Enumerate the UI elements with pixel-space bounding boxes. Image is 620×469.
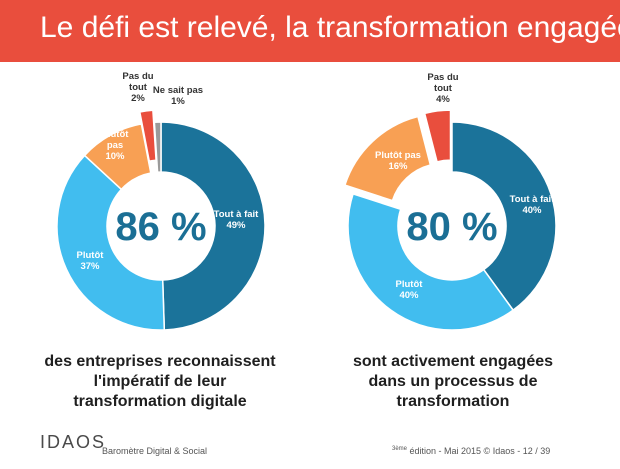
- donut-1-slice-pas-du-tout: [138, 109, 157, 162]
- donut-1-slice-ne-sait-pas: [153, 121, 162, 173]
- caption-right-line-1: sont activement engagées: [352, 353, 554, 370]
- caption-right-line-3: transformation: [396, 393, 510, 410]
- donut-1-label-tout-a-fait: Tout à fait 49%: [214, 209, 260, 231]
- donut-1-label-pas-du-tout: Pas du tout 2%: [122, 71, 153, 104]
- caption-right: sont activement engagées dans un process…: [318, 352, 588, 412]
- donut-2-label-tout-a-fait: Tout à fait 40%: [510, 194, 556, 216]
- donut-1-slice-plutot: [56, 154, 166, 331]
- caption-right-line-2: dans un processus de: [368, 373, 538, 390]
- footer-right-text: 3ème édition - Mai 2015 © Idaos - 12 / 3…: [392, 446, 550, 456]
- footer-right-main: édition - Mai 2015 © Idaos - 12 / 39: [407, 446, 551, 456]
- donut-1-label-plutot-pas: Plutôt pas 10%: [102, 129, 130, 162]
- donut-2-slice-pas-du-tout: [423, 109, 452, 163]
- donut-2-slice-tout-a-fait: [451, 121, 557, 312]
- donut-1-label-ne-sait-pas: Ne sait pas 1%: [153, 85, 203, 107]
- donut-2-label-plutot: Plutôt 40%: [396, 279, 424, 301]
- donut-1-center-percent: 86 %: [115, 205, 206, 249]
- donut-2-slice-plutot: [347, 192, 515, 331]
- title-bar: Le défi est relevé, la transformation en…: [0, 0, 620, 62]
- donut-1-label-plutot: Plutôt 37%: [77, 250, 105, 272]
- footer-left-text: Baromètre Digital & Social: [102, 446, 208, 456]
- logo-text: IDAOS: [40, 432, 107, 452]
- idaos-logo: IDAOS: [40, 432, 106, 453]
- donut-2-center: [399, 173, 505, 279]
- caption-left-line-2: l'impératif de leur: [93, 373, 227, 390]
- donut-1-slice-tout-a-fait: [160, 121, 266, 331]
- caption-left: des entreprises reconnaissent l'impérati…: [25, 352, 295, 412]
- page-title: Le défi est relevé, la transformation en…: [40, 11, 620, 44]
- donut-charts: Tout à fait 49% Plutôt 37% Plutôt pas 10% Pas d…: [56, 71, 557, 331]
- caption-left-line-3: transformation digitale: [73, 393, 247, 410]
- donut-2-slice-plutot-pas: [343, 115, 432, 202]
- edition-superscript: 3ème: [392, 446, 408, 452]
- donut-1-center: [108, 173, 214, 279]
- caption-left-line-1: des entreprises reconnaissent: [44, 353, 276, 370]
- donut-2-label-plutot-pas: Plutôt pas 16%: [375, 150, 421, 172]
- donut-2-center-percent: 80 %: [406, 205, 497, 249]
- donut-2-label-pas-du-tout: Pas du tout 4%: [427, 72, 458, 105]
- donut-1-slice-plutot-pas: [83, 123, 152, 191]
